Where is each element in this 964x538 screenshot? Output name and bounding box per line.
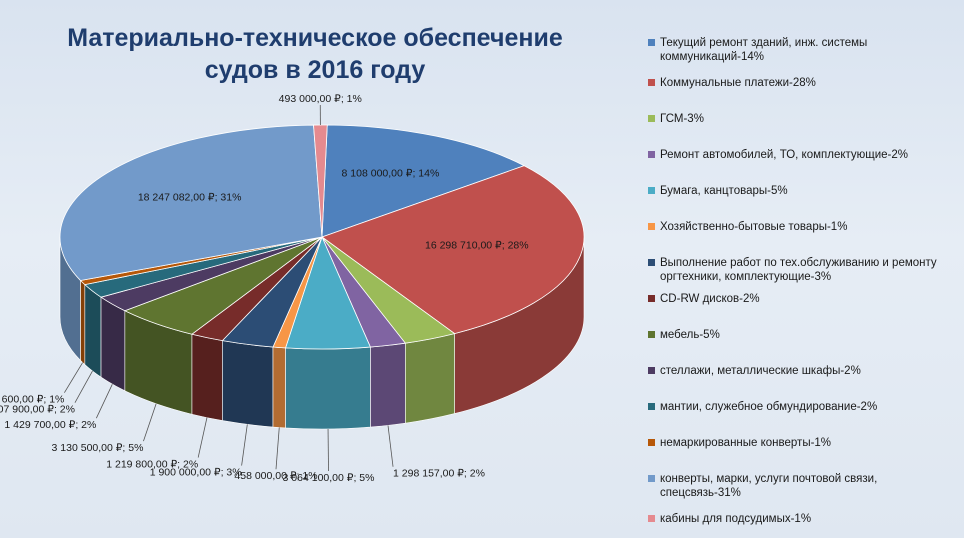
pie-side-10 (84, 283, 102, 378)
legend-label: кабины для подсудимых-1% (660, 513, 812, 525)
legend-item: Выполнение работ по тех.обслуживанию и р… (648, 256, 958, 284)
legend-label: Текущий ремонт зданий, инж. системы комм… (660, 37, 868, 63)
chart-title-line-1: Материально-техническое обеспечение (67, 24, 563, 52)
leader-line-7 (197, 417, 208, 458)
pie-side-7 (191, 333, 223, 421)
pie-side-3 (370, 342, 406, 428)
legend-label: мантии, служебное обмундирование-2% (660, 401, 878, 413)
data-label-8: 3 130 500,00 ₽; 5% (52, 442, 144, 454)
data-label-4: 3 064 100,00 ₽; 5% (283, 472, 375, 484)
legend-swatch (648, 403, 655, 410)
legend-item: стеллажи, металлические шкафы-2% (648, 364, 958, 378)
pie-slice-0 (321, 124, 526, 238)
legend-item: Коммунальные платежи-28% (648, 76, 958, 90)
legend-item: Ремонт автомобилей, ТО, комплектующие-2% (648, 148, 958, 162)
legend-swatch (648, 439, 655, 446)
data-label-9: 1 429 700,00 ₽; 2% (4, 419, 96, 431)
pie-side-9 (100, 296, 126, 392)
chart-title: Материально-техническое обеспечение судо… (20, 22, 610, 86)
legend-label: мебель-5% (660, 329, 720, 341)
data-label-6: 1 900 000,00 ₽; 3% (150, 467, 242, 479)
leader-line-6 (241, 424, 248, 466)
legend-item: мантии, служебное обмундирование-2% (648, 400, 958, 414)
legend-swatch (648, 115, 655, 122)
legend-label: ГСМ-3% (660, 113, 704, 125)
legend-item: Текущий ремонт зданий, инж. системы комм… (648, 36, 958, 64)
pie-slice-1 (321, 165, 585, 335)
legend-swatch (648, 259, 655, 266)
legend-label: конверты, марки, услуги почтовой связи, … (660, 473, 878, 499)
legend-item: Бумага, канцтовары-5% (648, 184, 958, 198)
legend-swatch (648, 475, 655, 482)
leader-line-5 (275, 427, 280, 470)
legend-swatch (648, 79, 655, 86)
data-label-12: 18 247 082,00 ₽; 31% (138, 192, 242, 204)
pie-side-6 (222, 340, 274, 428)
pie-side-5 (272, 346, 286, 429)
data-label-1: 16 298 710,00 ₽; 28% (425, 240, 529, 252)
data-label-3: 1 298 157,00 ₽; 2% (393, 468, 485, 480)
legend-item: мебель-5% (648, 328, 958, 342)
legend-item: конверты, марки, услуги почтовой связи, … (648, 472, 958, 500)
legend-item: CD-RW дисков-2% (648, 292, 958, 306)
legend-label: CD-RW дисков-2% (660, 293, 760, 305)
legend-swatch (648, 223, 655, 230)
leader-line-3 (387, 425, 394, 467)
pie-leader-lines (64, 105, 394, 471)
legend-swatch (648, 187, 655, 194)
data-label-10: 1 207 900,00 ₽; 2% (0, 404, 75, 416)
legend-item: немаркированные конверты-1% (648, 436, 958, 450)
pie-slice-13 (313, 124, 328, 238)
legend-label: Выполнение работ по тех.обслуживанию и р… (660, 257, 937, 283)
leader-line-11 (64, 362, 83, 393)
legend-item: Хозяйственно-бытовые товары-1% (648, 220, 958, 234)
legend-swatch (648, 367, 655, 374)
legend-label: Ремонт автомобилей, ТО, комплектующие-2% (660, 149, 908, 161)
legend-label: Хозяйственно-бытовые товары-1% (660, 221, 848, 233)
pie-side-2 (404, 333, 455, 424)
legend-label: Бумага, канцтовары-5% (660, 185, 788, 197)
pie-top-faces (59, 124, 585, 350)
pie-side-4 (285, 346, 371, 430)
leader-line-10 (74, 370, 93, 403)
leader-line-8 (143, 403, 157, 442)
chart-title-line-2: судов в 2016 году (204, 56, 426, 84)
pie-data-labels: 8 108 000,00 ₽; 14% 16 298 710,00 ₽; 28% 1… (0, 93, 529, 484)
legend-swatch (648, 151, 655, 158)
pie-slice-12 (59, 124, 323, 281)
pie-side-11 (80, 279, 86, 366)
data-label-13: 493 000,00 ₽; 1% (279, 93, 362, 105)
legend-item: кабины для подсудимых-1% (648, 512, 958, 526)
legend-swatch (648, 515, 655, 522)
legend-item: ГСМ-3% (648, 112, 958, 126)
legend-swatch (648, 39, 655, 46)
leader-line-9 (95, 384, 113, 419)
data-label-11: 380 600,00 ₽; 1% (0, 394, 64, 406)
legend-label: стеллажи, металлические шкафы-2% (660, 365, 861, 377)
data-label-0: 8 108 000,00 ₽; 14% (342, 168, 440, 180)
legend-swatch (648, 295, 655, 302)
data-label-5: 458 000,00 ₽; 1% (234, 470, 317, 482)
legend-swatch (648, 331, 655, 338)
legend-label: Коммунальные платежи-28% (660, 77, 816, 89)
data-label-7: 1 219 800,00 ₽; 2% (106, 459, 198, 471)
legend-label: немаркированные конверты-1% (660, 437, 832, 449)
